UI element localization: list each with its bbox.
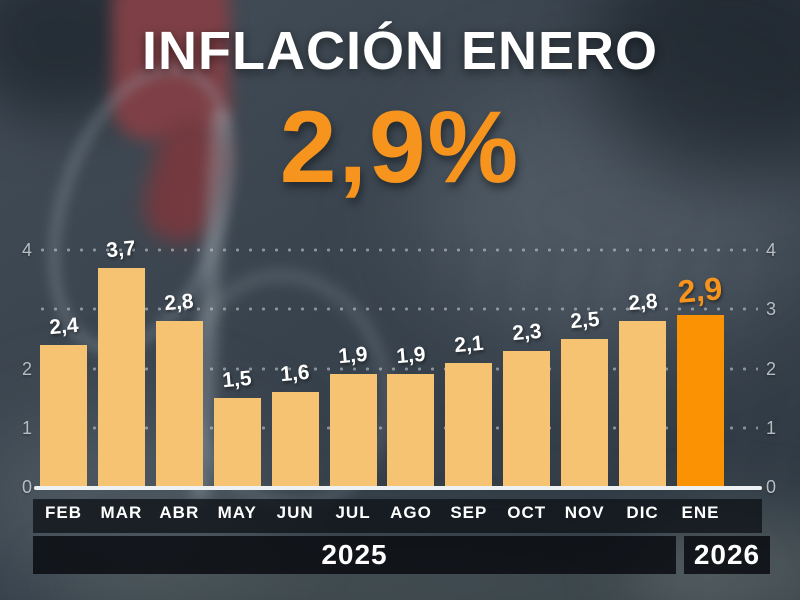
bar-value-label-abr: 2,8 — [163, 289, 195, 316]
month-label-jul: JUL — [335, 503, 371, 522]
month-label-jun: JUN — [276, 503, 314, 522]
y-axis-tick-right-1: 1 — [766, 417, 777, 438]
month-label-oct: OCT — [507, 503, 547, 522]
bar-column-feb: 2,4 — [40, 250, 87, 487]
bar-sep — [445, 362, 493, 487]
bar-column-ago: 1,9 — [387, 250, 435, 487]
y-axis-tick-right-3: 3 — [766, 299, 777, 320]
bar-ago — [387, 374, 435, 487]
bar-ene — [676, 315, 724, 487]
month-label-ago: AGO — [390, 503, 432, 522]
month-label-nov: NOV — [564, 503, 605, 522]
year-band-2026: 2026 — [684, 536, 770, 574]
x-axis-line — [34, 486, 762, 490]
bar-value-label-feb: 2,4 — [47, 313, 79, 340]
bar-value-label-mar: 3,7 — [105, 236, 137, 263]
bar-feb — [40, 344, 87, 487]
y-axis-tick-right-2: 2 — [766, 358, 777, 379]
y-axis-tick-left-1: 1 — [21, 417, 32, 438]
bar-jul — [329, 374, 377, 487]
month-label-abr: ABR — [159, 503, 200, 522]
gridline-2 — [36, 366, 758, 371]
y-axis-tick-left-4: 4 — [21, 240, 32, 260]
bar-column-oct: 2,3 — [503, 250, 551, 487]
month-label-strip — [33, 499, 762, 533]
bar-column-mar: 3,7 — [97, 237, 145, 487]
bar-column-jul: 1,9 — [329, 250, 377, 487]
month-label-ene: ENE — [681, 503, 720, 522]
bar-column-may: 1,5 — [213, 250, 261, 487]
bar-column-nov: 2,5 — [561, 250, 609, 487]
y-axis-tick-right-0: 0 — [766, 477, 777, 497]
bar-may — [213, 398, 261, 487]
page-title: INFLACIÓN ENERO — [141, 21, 658, 81]
bars-container: 2,4 3,7 2,8 1,5 1,6 1,9 1,9 2,1 2,3 2,5 2,8 2,9 — [40, 237, 724, 487]
bar-oct — [503, 350, 551, 487]
bar-nov — [561, 338, 609, 487]
gridline-4 — [36, 248, 758, 252]
bar-column-jun: 1,6 — [271, 250, 319, 487]
gridline-3 — [36, 307, 758, 312]
y-axis-tick-left-0: 0 — [21, 477, 32, 497]
year-band-2025: 2025 — [33, 536, 676, 574]
bar-column-ene: 2,9 — [677, 250, 724, 487]
bar-column-abr: 2,8 — [155, 250, 203, 487]
y-axis-tick-left-2: 2 — [21, 358, 32, 379]
headline-value: 2,9% — [279, 90, 521, 204]
y-axis-tick-right-4: 4 — [766, 240, 777, 260]
bar-abr — [155, 321, 203, 487]
month-label-mar: MAR — [100, 503, 143, 522]
month-label-may: MAY — [217, 503, 257, 522]
month-label-dic: DIC — [626, 503, 659, 522]
month-labels-row: FEB MAR ABR MAY JUN JUL AGO SEP OCT NOV DIC ENE — [40, 503, 724, 523]
bar-column-dic: 2,8 — [619, 250, 667, 487]
bar-dic — [619, 321, 667, 487]
bar-column-sep: 2,1 — [445, 250, 493, 487]
bar-jun — [271, 392, 319, 487]
month-label-feb: FEB — [45, 503, 82, 522]
month-label-sep: SEP — [450, 503, 488, 522]
bar-mar — [97, 267, 145, 487]
background-cart-red-handle — [112, 0, 230, 140]
